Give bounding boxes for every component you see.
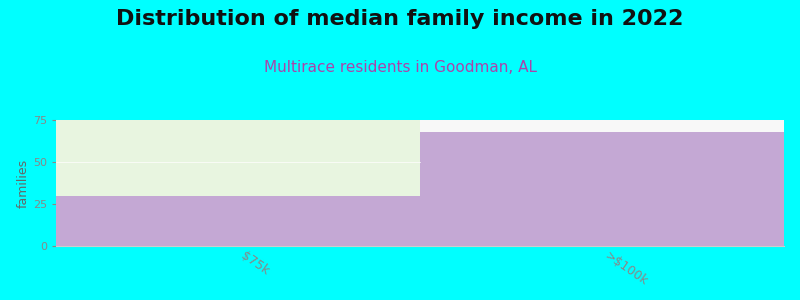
- Bar: [420, 132, 784, 246]
- Bar: [56, 196, 420, 246]
- Text: Multirace residents in Goodman, AL: Multirace residents in Goodman, AL: [263, 60, 537, 75]
- Bar: [56, 120, 420, 196]
- Text: Distribution of median family income in 2022: Distribution of median family income in …: [116, 9, 684, 29]
- Bar: [420, 120, 784, 132]
- Y-axis label: families: families: [17, 158, 30, 208]
